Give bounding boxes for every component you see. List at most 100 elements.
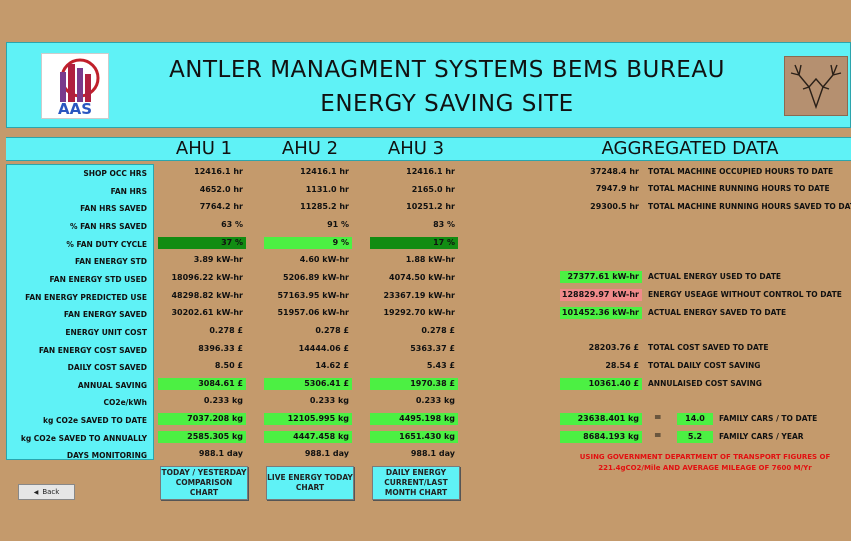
row-label: FAN ENERGY COST SAVED bbox=[38, 345, 147, 355]
ahu2-cell: 1131.0 hr bbox=[305, 184, 349, 194]
ahu1-cell: 8.50 £ bbox=[214, 361, 243, 371]
agg-energy-saved-desc: ACTUAL ENERGY SAVED TO DATE bbox=[648, 308, 787, 317]
live-energy-chart-button[interactable]: LIVE ENERGY TODAY CHART bbox=[266, 466, 354, 500]
ahu1-cell: 4652.0 hr bbox=[199, 184, 243, 194]
back-button-label: Back bbox=[42, 488, 60, 496]
today-yesterday-chart-button[interactable]: TODAY / YESTERDAY COMPARISON CHART bbox=[160, 466, 248, 500]
column-ahu2: AHU 2 bbox=[281, 138, 339, 159]
ahu2-cell: 57163.95 kW-hr bbox=[277, 290, 349, 300]
agg-cars-annual: 5.2 bbox=[677, 431, 713, 443]
ahu2-cell: 9 % bbox=[264, 236, 352, 249]
ahu3-cell: 17 % bbox=[370, 236, 458, 249]
ahu2-cell: 91 % bbox=[327, 219, 349, 229]
ahu1-cell: 37 % bbox=[158, 236, 246, 249]
ahu2-cell: 0.278 £ bbox=[315, 325, 349, 335]
agg-saved-hours-value: 29300.5 hr bbox=[590, 202, 639, 211]
government-note-line2: 221.4gCO2/Mile AND AVERAGE MILEAGE OF 76… bbox=[598, 464, 812, 472]
ahu1-cell: 48298.82 kW-hr bbox=[171, 290, 243, 300]
ahu3-cell: 0.233 kg bbox=[415, 396, 455, 406]
aas-logo: AAS bbox=[41, 53, 109, 119]
ahu1-cell: 18096.22 kW-hr bbox=[171, 272, 243, 282]
agg-daily-cost-desc: TOTAL DAILY COST SAVING bbox=[648, 361, 761, 370]
ahu3-cell: 4074.50 kW-hr bbox=[389, 272, 455, 282]
ahu1-cell: 3.89 kW-hr bbox=[193, 255, 243, 265]
row-label: FAN ENERGY STD USED bbox=[49, 274, 147, 284]
ahu2-cell: 4447.458 kg bbox=[264, 430, 352, 443]
ahu2-cell: 12105.995 kg bbox=[264, 413, 352, 426]
column-ahu3: AHU 3 bbox=[387, 138, 445, 159]
agg-energy-used-value: 27377.61 kW-hr bbox=[560, 271, 642, 283]
ahu2-cell: 14.62 £ bbox=[315, 361, 349, 371]
row-label: FAN HRS SAVED bbox=[80, 204, 147, 214]
ahu1-cell: 2585.305 kg bbox=[158, 430, 246, 443]
ahu2-cell: 0.233 kg bbox=[309, 396, 349, 406]
ahu3-cell: 23367.19 kW-hr bbox=[383, 290, 455, 300]
agg-co2-annual-value: 8684.193 kg bbox=[560, 431, 642, 443]
back-arrow-icon: ◀ bbox=[33, 488, 39, 496]
ahu1-cell: 30202.61 kW-hr bbox=[171, 308, 243, 318]
row-label: DAILY COST SAVED bbox=[67, 363, 147, 373]
ahu3-cell: 0.278 £ bbox=[421, 325, 455, 335]
header-panel: AAS ANTLER MANAGMENT SYSTEMS BEMS BUREAU… bbox=[6, 42, 851, 128]
ahu2-cell: 988.1 day bbox=[304, 449, 349, 459]
government-note: USING GOVERNMENT DEPARTMENT OF TRANSPORT… bbox=[560, 452, 850, 474]
ahu3-cell: 10251.2 hr bbox=[406, 202, 455, 212]
ahu1-cell: 63 % bbox=[221, 219, 243, 229]
row-label: SHOP OCC HRS bbox=[83, 169, 147, 178]
row-label: kg CO2e SAVED TO ANNUALLY bbox=[20, 433, 147, 443]
agg-cost-saved-value: 28203.76 £ bbox=[588, 343, 639, 352]
ahu2-cell: 5306.41 £ bbox=[264, 377, 352, 390]
ahu1-cell: 3084.61 £ bbox=[158, 377, 246, 390]
row-label: ANNUAL SAVING bbox=[77, 380, 147, 390]
agg-energy-saved-value: 101452.36 kW-hr bbox=[560, 307, 642, 319]
agg-cars-to-date: 14.0 bbox=[677, 413, 713, 425]
ahu1-cell: 988.1 day bbox=[198, 449, 243, 459]
ahu1-cell: 7764.2 hr bbox=[199, 202, 243, 212]
row-labels-panel: SHOP OCC HRS FAN HRS FAN HRS SAVED % FAN HR… bbox=[6, 164, 154, 460]
column-header-bar bbox=[6, 137, 851, 161]
ahu2-cell: 51957.06 kW-hr bbox=[277, 308, 349, 318]
page-title: ANTLER MANAGMENT SYSTEMS BEMS BUREAU bbox=[169, 57, 725, 83]
row-label: FAN ENERGY SAVED bbox=[63, 310, 147, 320]
row-label: FAN ENERGY PREDICTED USE bbox=[25, 292, 147, 302]
agg-co2-to-date-equals: = bbox=[654, 413, 662, 423]
row-label: FAN HRS bbox=[110, 186, 147, 196]
ahu2-cell: 4.60 kW-hr bbox=[299, 255, 349, 265]
row-label: FAN ENERGY STD bbox=[74, 257, 147, 267]
column-aggregated: AGGREGATED DATA bbox=[601, 138, 779, 159]
row-label: DAYS MONITORING bbox=[66, 451, 147, 461]
ahu1-cell: 7037.208 kg bbox=[158, 413, 246, 426]
column-ahu1: AHU 1 bbox=[175, 138, 233, 159]
agg-energy-no-control-desc: ENERGY USEAGE WITHOUT CONTROL TO DATE bbox=[648, 290, 842, 299]
agg-energy-used-desc: ACTUAL ENERGY USED TO DATE bbox=[648, 272, 782, 281]
row-label: CO2e/kWh bbox=[103, 398, 147, 408]
daily-energy-chart-button[interactable]: DAILY ENERGY CURRENT/LAST MONTH CHART bbox=[372, 466, 460, 500]
agg-co2-to-date-value: 23638.401 kg bbox=[560, 413, 642, 425]
agg-daily-cost-value: 28.54 £ bbox=[605, 361, 639, 370]
ahu2-cell: 5206.89 kW-hr bbox=[283, 272, 349, 282]
ahu1-cell: 0.233 kg bbox=[203, 396, 243, 406]
ahu3-cell: 12416.1 hr bbox=[406, 167, 455, 176]
agg-occ-hours-value: 37248.4 hr bbox=[590, 167, 639, 176]
ahu3-cell: 5363.37 £ bbox=[410, 343, 455, 353]
ahu3-cell: 83 % bbox=[433, 219, 455, 229]
back-button[interactable]: ◀ Back bbox=[18, 484, 75, 500]
ahu2-cell: 14444.06 £ bbox=[298, 343, 349, 353]
row-label: kg CO2e SAVED TO DATE bbox=[42, 416, 147, 426]
row-label: % FAN DUTY CYCLE bbox=[66, 239, 147, 249]
ahu3-cell: 988.1 day bbox=[410, 449, 455, 459]
ahu1-cell: 0.278 £ bbox=[209, 325, 243, 335]
ahu2-cell: 12416.1 hr bbox=[300, 167, 349, 176]
stag-logo bbox=[784, 56, 848, 116]
ahu1-cell: 12416.1 hr bbox=[194, 167, 243, 176]
agg-occ-hours-desc: TOTAL MACHINE OCCUPIED HOURS TO DATE bbox=[648, 167, 834, 176]
ahu2-cell: 11285.2 hr bbox=[300, 202, 349, 212]
agg-run-hours-desc: TOTAL MACHINE RUNNING HOURS TO DATE bbox=[648, 184, 830, 193]
agg-cars-to-date-desc: FAMILY CARS / TO DATE bbox=[719, 414, 818, 423]
ahu3-cell: 1651.430 kg bbox=[370, 430, 458, 443]
svg-text:AAS: AAS bbox=[58, 100, 92, 118]
ahu3-cell: 1970.38 £ bbox=[370, 377, 458, 390]
agg-saved-hours-desc: TOTAL MACHINE RUNNING HOURS SAVED TO DAT… bbox=[648, 202, 851, 211]
ahu3-cell: 5.43 £ bbox=[426, 361, 455, 371]
ahu3-cell: 1.88 kW-hr bbox=[405, 255, 455, 265]
